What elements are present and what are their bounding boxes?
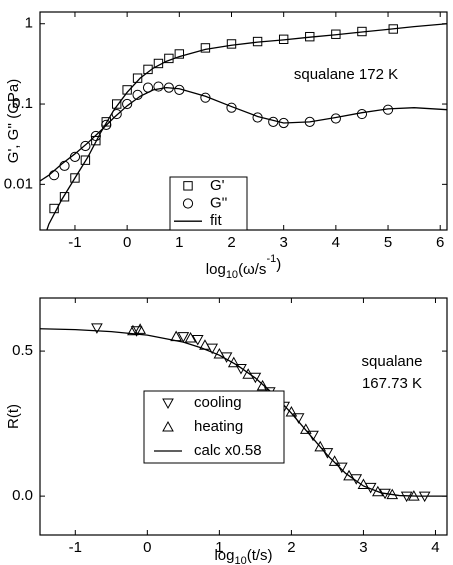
x-axis-label-part: log bbox=[214, 547, 234, 564]
legend-box bbox=[169, 176, 248, 231]
x-tick-label: 2 bbox=[287, 539, 295, 556]
data-point bbox=[132, 73, 143, 83]
data-point bbox=[191, 334, 204, 346]
data-point bbox=[242, 368, 255, 379]
y-tick-label: 0.0 bbox=[12, 487, 33, 504]
y-axis-label: G', G'' (GPa) bbox=[5, 79, 22, 163]
x-tick-label: -1 bbox=[68, 234, 81, 251]
data-point bbox=[80, 140, 91, 152]
data-point bbox=[48, 170, 60, 181]
x-axis-label-part: log bbox=[206, 261, 226, 278]
data-point bbox=[127, 324, 139, 336]
plot-area bbox=[40, 23, 447, 230]
data-point bbox=[70, 173, 80, 183]
x-tick-label: 0 bbox=[123, 234, 131, 251]
data-point bbox=[91, 135, 101, 146]
data-point bbox=[80, 155, 91, 165]
annotation: squalane bbox=[362, 353, 423, 370]
data-point bbox=[299, 423, 312, 434]
data-point bbox=[91, 323, 103, 334]
x-tick-label: 3 bbox=[359, 539, 367, 556]
x-tick-label: 0 bbox=[143, 539, 151, 556]
plot-frame bbox=[39, 297, 448, 536]
data-point bbox=[177, 332, 190, 343]
x-tick-label: 4 bbox=[431, 539, 439, 556]
y-tick-label: 1 bbox=[25, 15, 33, 32]
y-tick-label: 0.01 bbox=[4, 175, 33, 192]
legend-marker bbox=[182, 198, 194, 209]
x-tick-label: 4 bbox=[332, 234, 340, 251]
legend-marker bbox=[162, 398, 174, 410]
legend-marker bbox=[183, 181, 193, 191]
legend-label: G' bbox=[210, 177, 225, 194]
legend-marker bbox=[162, 420, 174, 432]
data-point bbox=[112, 99, 122, 109]
x-axis-label-part: 10 bbox=[226, 269, 238, 281]
x-axis-label-part: (ω/s bbox=[238, 261, 266, 278]
data-point bbox=[49, 203, 59, 214]
fit-line bbox=[40, 86, 447, 182]
data-point bbox=[400, 491, 413, 503]
data-point bbox=[256, 379, 269, 391]
data-point bbox=[285, 405, 298, 417]
annotation: squalane 172 K bbox=[294, 66, 398, 83]
data-point bbox=[134, 323, 146, 334]
data-point bbox=[101, 119, 112, 130]
data-point bbox=[130, 326, 143, 337]
data-point bbox=[335, 462, 348, 474]
x-tick-label: 1 bbox=[175, 234, 183, 251]
data-point bbox=[328, 455, 341, 466]
x-axis-label-part: ) bbox=[276, 256, 281, 273]
x-axis-label: log10(ω/s-1) bbox=[206, 253, 281, 281]
legend-label: calc x0.58 bbox=[194, 442, 262, 459]
data-point bbox=[59, 192, 70, 202]
data-point bbox=[314, 440, 327, 452]
annotation: 167.73 K bbox=[362, 375, 422, 392]
legend-label: cooling bbox=[194, 394, 242, 411]
data-point bbox=[122, 98, 133, 110]
y-axis-label: R(t) bbox=[5, 404, 22, 429]
x-axis-label-part: (t/s) bbox=[247, 547, 273, 564]
y-tick-label: 0.5 bbox=[12, 342, 33, 359]
data-point bbox=[174, 49, 185, 59]
data-point bbox=[226, 39, 237, 49]
x-tick-label: -1 bbox=[69, 539, 82, 556]
fit-line bbox=[46, 23, 447, 230]
data-point bbox=[184, 332, 197, 343]
data-point bbox=[153, 81, 164, 92]
plot-area bbox=[40, 323, 447, 503]
data-point bbox=[356, 108, 368, 120]
data-point bbox=[122, 85, 132, 95]
x-tick-label: 5 bbox=[384, 234, 392, 251]
legend-label: heating bbox=[194, 418, 243, 435]
data-point bbox=[200, 43, 211, 53]
data-point bbox=[343, 469, 355, 481]
data-point bbox=[321, 448, 334, 459]
x-axis-label-part: 10 bbox=[234, 555, 246, 565]
x-tick-label: 6 bbox=[436, 234, 444, 251]
x-axis-label: log10(t/s) bbox=[214, 547, 272, 565]
x-tick-label: 3 bbox=[280, 234, 288, 251]
x-tick-label: 2 bbox=[227, 234, 235, 251]
legend-label: G'' bbox=[210, 194, 228, 211]
x-axis-label-part: -1 bbox=[266, 253, 276, 265]
legend-label: fit bbox=[210, 212, 223, 229]
x-tick-label: 1 bbox=[215, 539, 223, 556]
data-point bbox=[350, 474, 363, 485]
y-tick-label: 0.1 bbox=[12, 95, 33, 112]
